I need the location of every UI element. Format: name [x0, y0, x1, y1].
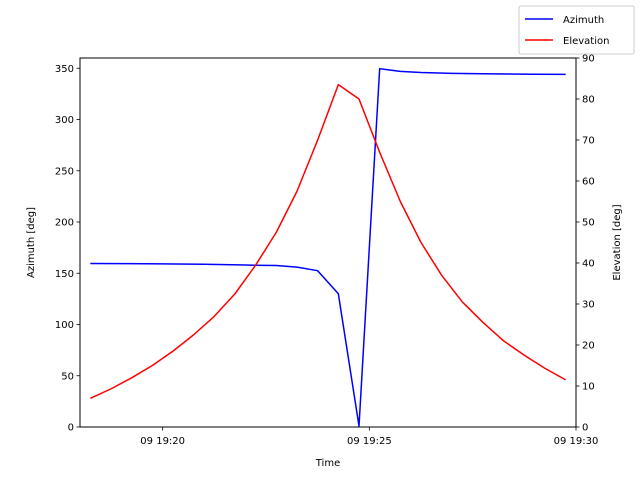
x-tick-label: 09 19:25 — [347, 436, 392, 447]
y-right-tick-label: 70 — [582, 136, 595, 147]
y-axis-left-ticks: 0 50 100 150 200 250 300 350 — [55, 64, 80, 434]
y-right-tick-label: 20 — [582, 341, 595, 352]
y-right-tick-label: 10 — [582, 382, 595, 393]
x-axis-ticks: 09 19:20 09 19:25 09 19:30 — [140, 427, 598, 447]
y-left-tick-label: 200 — [55, 218, 74, 229]
y-left-tick-label: 50 — [61, 371, 74, 382]
legend-label-elevation: Elevation — [563, 36, 609, 47]
y-axis-left-label: Azimuth [deg] — [26, 207, 37, 278]
plot-frame — [79, 57, 577, 428]
y-left-tick-label: 350 — [55, 64, 74, 75]
legend: Azimuth Elevation — [518, 5, 635, 55]
y-right-tick-label: 90 — [582, 54, 595, 65]
x-tick-label: 09 19:20 — [140, 436, 185, 447]
y-right-tick-label: 30 — [582, 300, 595, 311]
y-axis-right-ticks: 0 10 20 30 40 50 60 70 80 90 — [576, 54, 595, 434]
x-tick-label: 09 19:30 — [554, 436, 599, 447]
y-left-tick-label: 300 — [55, 115, 74, 126]
legend-label-azimuth: Azimuth — [563, 15, 604, 26]
y-right-tick-label: 0 — [582, 423, 588, 434]
legend-box — [518, 5, 635, 55]
y-left-tick-label: 0 — [68, 423, 74, 434]
y-right-tick-label: 40 — [582, 259, 595, 270]
y-right-tick-label: 80 — [582, 95, 595, 106]
series-line-azimuth — [90, 68, 566, 427]
y-right-tick-label: 60 — [582, 177, 595, 188]
y-left-tick-label: 250 — [55, 166, 74, 177]
x-axis-label: Time — [315, 458, 340, 469]
series-line-elevation — [90, 83, 567, 399]
y-right-tick-label: 50 — [582, 218, 595, 229]
series-lines — [90, 68, 567, 427]
y-left-tick-label: 150 — [55, 269, 74, 280]
y-axis-right-label: Elevation [deg] — [612, 204, 623, 280]
y-left-tick-label: 100 — [55, 320, 74, 331]
